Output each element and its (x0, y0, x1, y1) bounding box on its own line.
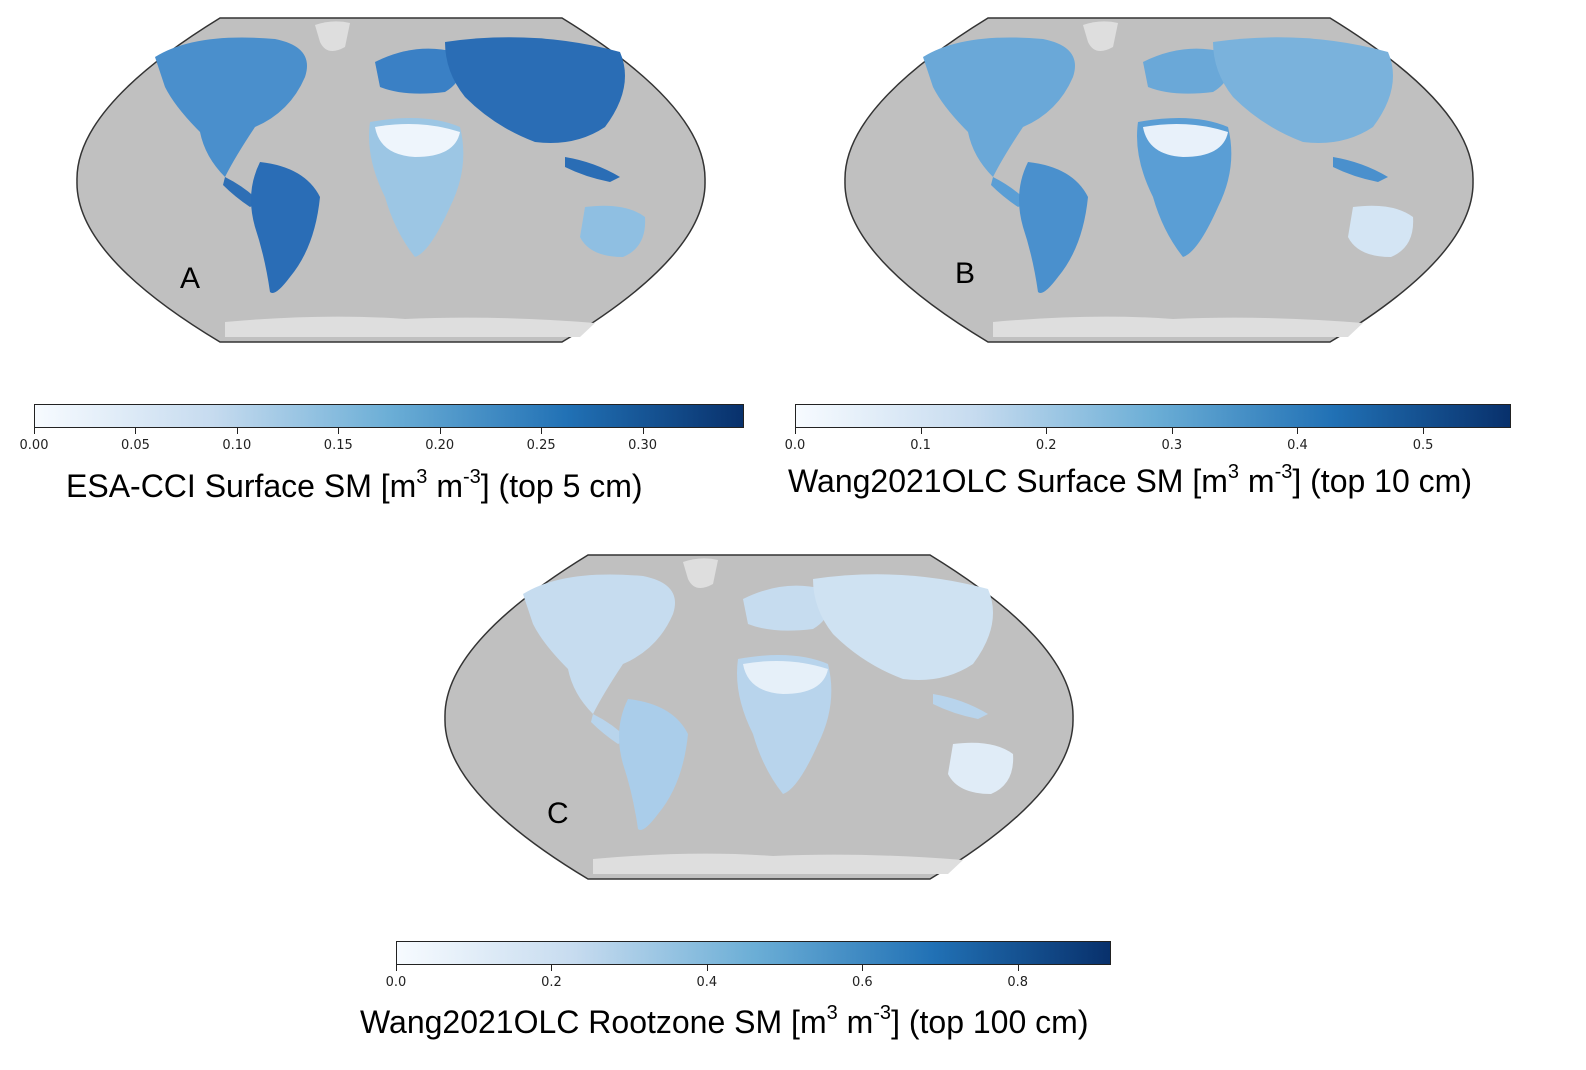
colorbar-tick-label: 0.0 (385, 975, 407, 990)
north-america (923, 37, 1075, 177)
colorbar-tick-label: 0.0 (784, 438, 806, 453)
colorbar-tick-label: 0.25 (526, 438, 556, 453)
colorbar-tick (1017, 965, 1019, 971)
colorbar-tick (795, 428, 796, 434)
antarctica (593, 853, 963, 874)
central-america (223, 177, 260, 207)
sahara (1143, 123, 1228, 157)
colorbar-tick-label: 0.20 (425, 438, 455, 453)
sahara (743, 660, 828, 694)
panel-label-b: B (955, 257, 976, 290)
colorbar-a-ticks: 0.00 0.05 0.10 0.15 0.20 0.25 0.30 (20, 428, 744, 453)
colorbar-tick (1297, 428, 1299, 434)
colorbar-tick-label: 0.15 (323, 438, 353, 453)
australia (948, 742, 1014, 794)
europe (375, 48, 461, 94)
colorbar-tick (706, 965, 708, 971)
colorbar-tick (439, 428, 441, 434)
colorbar-b-ticks: 0.0 0.1 0.2 0.3 0.4 0.5 (785, 428, 1511, 453)
europe (1143, 48, 1229, 94)
se-asia-islands (565, 157, 620, 182)
colorbar-b (795, 404, 1511, 428)
north-america (155, 37, 307, 177)
central-america (991, 177, 1028, 207)
colorbar-tick-label: 0.00 (19, 438, 49, 453)
colorbar-tick (34, 428, 35, 434)
colorbar-tick-label: 0.4 (1287, 438, 1308, 453)
colorbar-tick (1423, 428, 1425, 434)
colorbar-a (34, 404, 744, 428)
colorbar-tick (1171, 428, 1173, 434)
australia (580, 205, 646, 257)
asia (813, 574, 993, 680)
south-america (251, 162, 320, 293)
colorbar-tick-label: 0.30 (628, 438, 658, 453)
colorbar-tick-label: 0.5 (1412, 438, 1434, 453)
colorbar-tick-label: 0.05 (120, 438, 150, 453)
colorbar-b-title: Wang2021OLC Surface SM [m3 m-3] (top 10 … (788, 461, 1472, 499)
panel-label-c: C (547, 797, 569, 830)
colorbar-tick-label: 0.2 (1035, 438, 1057, 453)
colorbar-tick (338, 428, 340, 434)
north-america (523, 574, 675, 714)
asia (445, 37, 625, 143)
colorbar-tick-label: 0.1 (910, 438, 931, 453)
greenland (1083, 21, 1118, 51)
antarctica (993, 316, 1363, 337)
map-panel-c (444, 554, 1074, 880)
colorbar-a-title: ESA-CCI Surface SM [m3 m-3] (top 5 cm) (66, 466, 643, 504)
europe (743, 585, 829, 631)
colorbar-tick (396, 965, 397, 971)
colorbar-c-ticks: 0.0 0.2 0.4 0.6 0.8 (386, 965, 1111, 990)
panel-label-a: A (180, 262, 201, 295)
central-america (591, 714, 628, 744)
colorbar-c-title: Wang2021OLC Rootzone SM [m3 m-3] (top 10… (360, 1002, 1089, 1040)
south-america (619, 699, 688, 830)
colorbar-tick (541, 428, 543, 434)
colorbar-tick-label: 0.2 (541, 975, 562, 990)
colorbar-tick-label: 0.6 (851, 975, 873, 990)
se-asia-islands (1333, 157, 1388, 182)
asia (1213, 37, 1393, 143)
greenland (315, 21, 350, 51)
south-america (1019, 162, 1088, 293)
colorbar-tick (642, 428, 644, 434)
colorbar-tick-label: 0.10 (222, 438, 252, 453)
colorbar-tick (920, 428, 922, 434)
se-asia-islands (933, 694, 988, 719)
map-panel-b (844, 17, 1474, 343)
colorbar-tick (135, 428, 137, 434)
colorbar-tick-label: 0.8 (1007, 975, 1029, 990)
sahara (375, 123, 460, 157)
map-panel-a (76, 17, 706, 343)
antarctica (225, 316, 595, 337)
colorbar-tick (236, 428, 238, 434)
colorbar-tick-label: 0.4 (696, 975, 718, 990)
colorbar-tick (862, 965, 864, 971)
australia (1348, 205, 1414, 257)
colorbar-tick (1046, 428, 1048, 434)
greenland (683, 558, 718, 588)
colorbar-tick (551, 965, 553, 971)
colorbar-tick-label: 0.3 (1161, 438, 1183, 453)
colorbar-c (396, 941, 1111, 965)
